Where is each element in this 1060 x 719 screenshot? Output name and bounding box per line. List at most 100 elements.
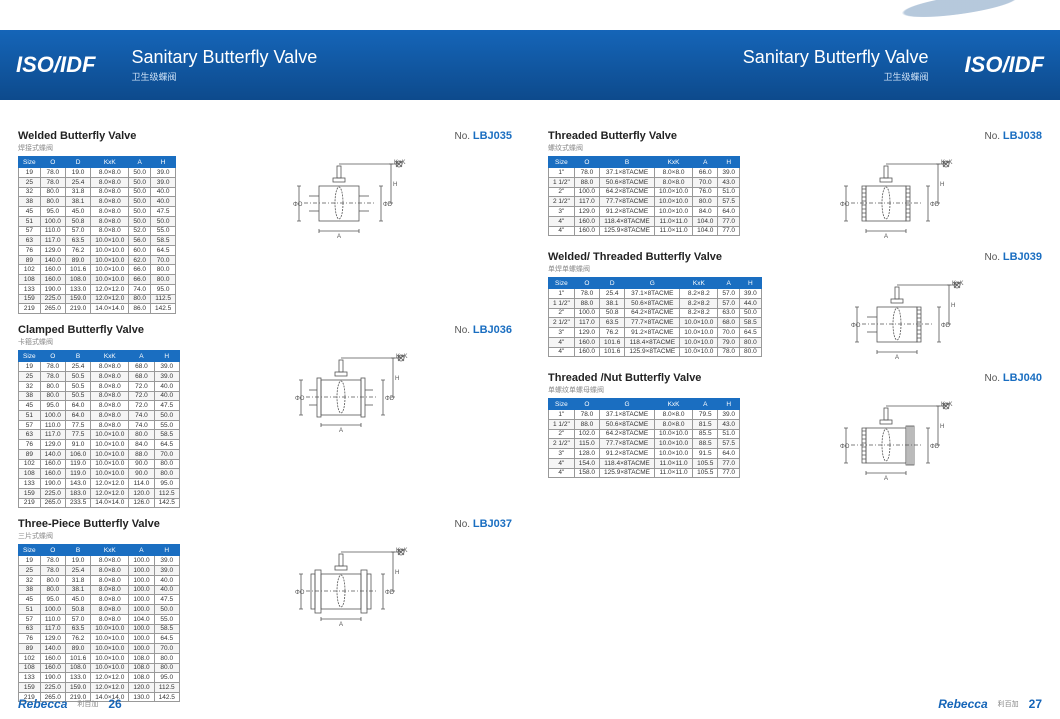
table-cell: 160.0: [40, 275, 65, 285]
table-cell: 8.0×8.0: [91, 614, 129, 624]
table-row: 1 1/2"88.050.6×8TACME8.0×8.081.543.0: [549, 419, 740, 429]
table-cell: 68.0: [129, 372, 154, 382]
table-row: 4595.045.08.0×8.050.047.5: [19, 207, 176, 217]
table-cell: 66.0: [129, 275, 151, 285]
table-cell: 80.0: [40, 187, 65, 197]
header-title-right: Sanitary Butterfly Valve: [743, 47, 929, 68]
table-cell: 1 1/2": [549, 298, 575, 308]
spec-table: SizeOBKxKAH1"78.037.1×8TACME8.0×8.066.03…: [548, 156, 740, 236]
table-cell: 100.0: [574, 308, 599, 318]
table-cell: 66.0: [693, 168, 718, 178]
table-cell: 112.5: [154, 683, 179, 693]
table-cell: 8.0×8.0: [91, 391, 129, 401]
table-cell: 128.0: [574, 449, 599, 459]
page-number-left: 26: [108, 697, 121, 711]
table-cell: 43.0: [718, 419, 740, 429]
table-cell: 159: [19, 294, 41, 304]
table-cell: 159.0: [65, 294, 90, 304]
table-row: 3280.031.88.0×8.0100.040.0: [19, 575, 180, 585]
table-cell: 8.0×8.0: [91, 187, 129, 197]
table-cell: 51.0: [718, 187, 740, 197]
table-cell: 126.0: [129, 498, 154, 508]
table-cell: 12.0×12.0: [91, 488, 129, 498]
table-cell: 12.0×12.0: [91, 294, 129, 304]
table-cell: 57.0: [65, 226, 90, 236]
table-cell: 101.6: [600, 347, 625, 357]
table-cell: 108.0: [65, 663, 90, 673]
table-cell: 55.0: [150, 226, 175, 236]
table-cell: 78.0: [718, 347, 740, 357]
header-sub-left: 卫生级蝶阀: [131, 70, 317, 83]
valve-diagram: K×K ΦO ΦD H A: [190, 544, 512, 629]
table-cell: 8.2×8.2: [680, 298, 718, 308]
table-cell: 160.0: [574, 347, 599, 357]
table-cell: 125.9×8TACME: [600, 468, 655, 478]
table-cell: 70.0: [154, 449, 179, 459]
table-cell: 95.0: [150, 284, 175, 294]
table-row: 57110.077.58.0×8.074.055.0: [19, 420, 180, 430]
table-cell: 32: [19, 381, 41, 391]
table-header: O: [574, 278, 599, 289]
table-cell: 25: [19, 372, 41, 382]
table-cell: 2 1/2": [549, 197, 575, 207]
table-row: 4"160.0118.4×8TACME11.0×11.0104.077.0: [549, 216, 740, 226]
table-cell: 64.5: [154, 634, 179, 644]
table-row: 2"100.064.2×8TACME10.0×10.076.051.0: [549, 187, 740, 197]
page-left: Welded Butterfly ValveNo. LBJ035焊接式蝶阀Siz…: [0, 110, 530, 689]
table-cell: 190.0: [40, 673, 65, 683]
table-cell: 63.5: [65, 624, 90, 634]
table-row: 51100.050.88.0×8.0100.050.0: [19, 605, 180, 615]
brand-right: Rebecca: [938, 697, 987, 711]
table-cell: 265.0: [40, 498, 65, 508]
table-cell: 10.0×10.0: [91, 624, 129, 634]
table-row: 3880.050.58.0×8.072.040.0: [19, 391, 180, 401]
table-cell: 108.0: [129, 653, 154, 663]
table-cell: 80.0: [740, 337, 762, 347]
table-cell: 51: [19, 605, 41, 615]
product-section: Clamped Butterfly ValveNo. LBJ036卡箍式蝶阀Si…: [18, 324, 512, 508]
table-cell: 10.0×10.0: [91, 663, 129, 673]
table-row: 133190.0133.012.0×12.074.095.0: [19, 284, 176, 294]
table-row: 4595.045.08.0×8.0100.047.5: [19, 595, 180, 605]
brand-cn-right: 利百加: [998, 699, 1019, 709]
table-cell: 159: [19, 683, 41, 693]
table-cell: 76.2: [600, 328, 625, 338]
table-cell: 45.0: [65, 595, 90, 605]
table-row: 2 1/2"117.063.577.7×8TACME10.0×10.068.05…: [549, 318, 762, 328]
table-cell: 63: [19, 430, 41, 440]
table-cell: 102.0: [574, 429, 599, 439]
table-cell: 100.0: [129, 605, 154, 615]
product-number: No. LBJ037: [455, 518, 512, 530]
table-cell: 50.5: [65, 391, 90, 401]
table-cell: 64.2×8TACME: [600, 187, 655, 197]
table-cell: 95.0: [40, 595, 65, 605]
table-cell: 90.0: [129, 469, 154, 479]
table-cell: 56.0: [129, 236, 151, 246]
table-cell: 50.6×8TACME: [600, 177, 655, 187]
valve-diagram: K×K ΦO ΦD H A: [750, 398, 1042, 483]
table-cell: 51: [19, 410, 41, 420]
table-cell: 4": [549, 337, 575, 347]
table-cell: 25.4: [65, 177, 90, 187]
table-row: 2"100.050.864.2×8TACME8.2×8.263.050.0: [549, 308, 762, 318]
table-cell: 133.0: [65, 673, 90, 683]
product-number: No. LBJ040: [985, 372, 1042, 384]
table-cell: 1 1/2": [549, 177, 575, 187]
table-cell: 72.0: [129, 381, 154, 391]
valve-diagram: K×K ΦO ΦD H A: [190, 350, 512, 435]
table-cell: 118.4×8TACME: [600, 458, 655, 468]
table-cell: 37.1×8TACME: [600, 168, 655, 178]
table-cell: 76: [19, 440, 41, 450]
table-cell: 100.0: [574, 187, 599, 197]
table-cell: 160.0: [574, 337, 599, 347]
table-cell: 70.0: [718, 328, 740, 338]
table-cell: 60.0: [129, 246, 151, 256]
table-cell: 10.0×10.0: [655, 207, 693, 217]
table-cell: 76.0: [693, 187, 718, 197]
table-cell: 160.0: [574, 216, 599, 226]
table-cell: 108: [19, 275, 41, 285]
table-cell: 160.0: [40, 469, 65, 479]
table-cell: 80.0: [40, 391, 65, 401]
table-cell: 11.0×11.0: [655, 468, 693, 478]
table-row: 63117.063.510.0×10.0100.058.5: [19, 624, 180, 634]
